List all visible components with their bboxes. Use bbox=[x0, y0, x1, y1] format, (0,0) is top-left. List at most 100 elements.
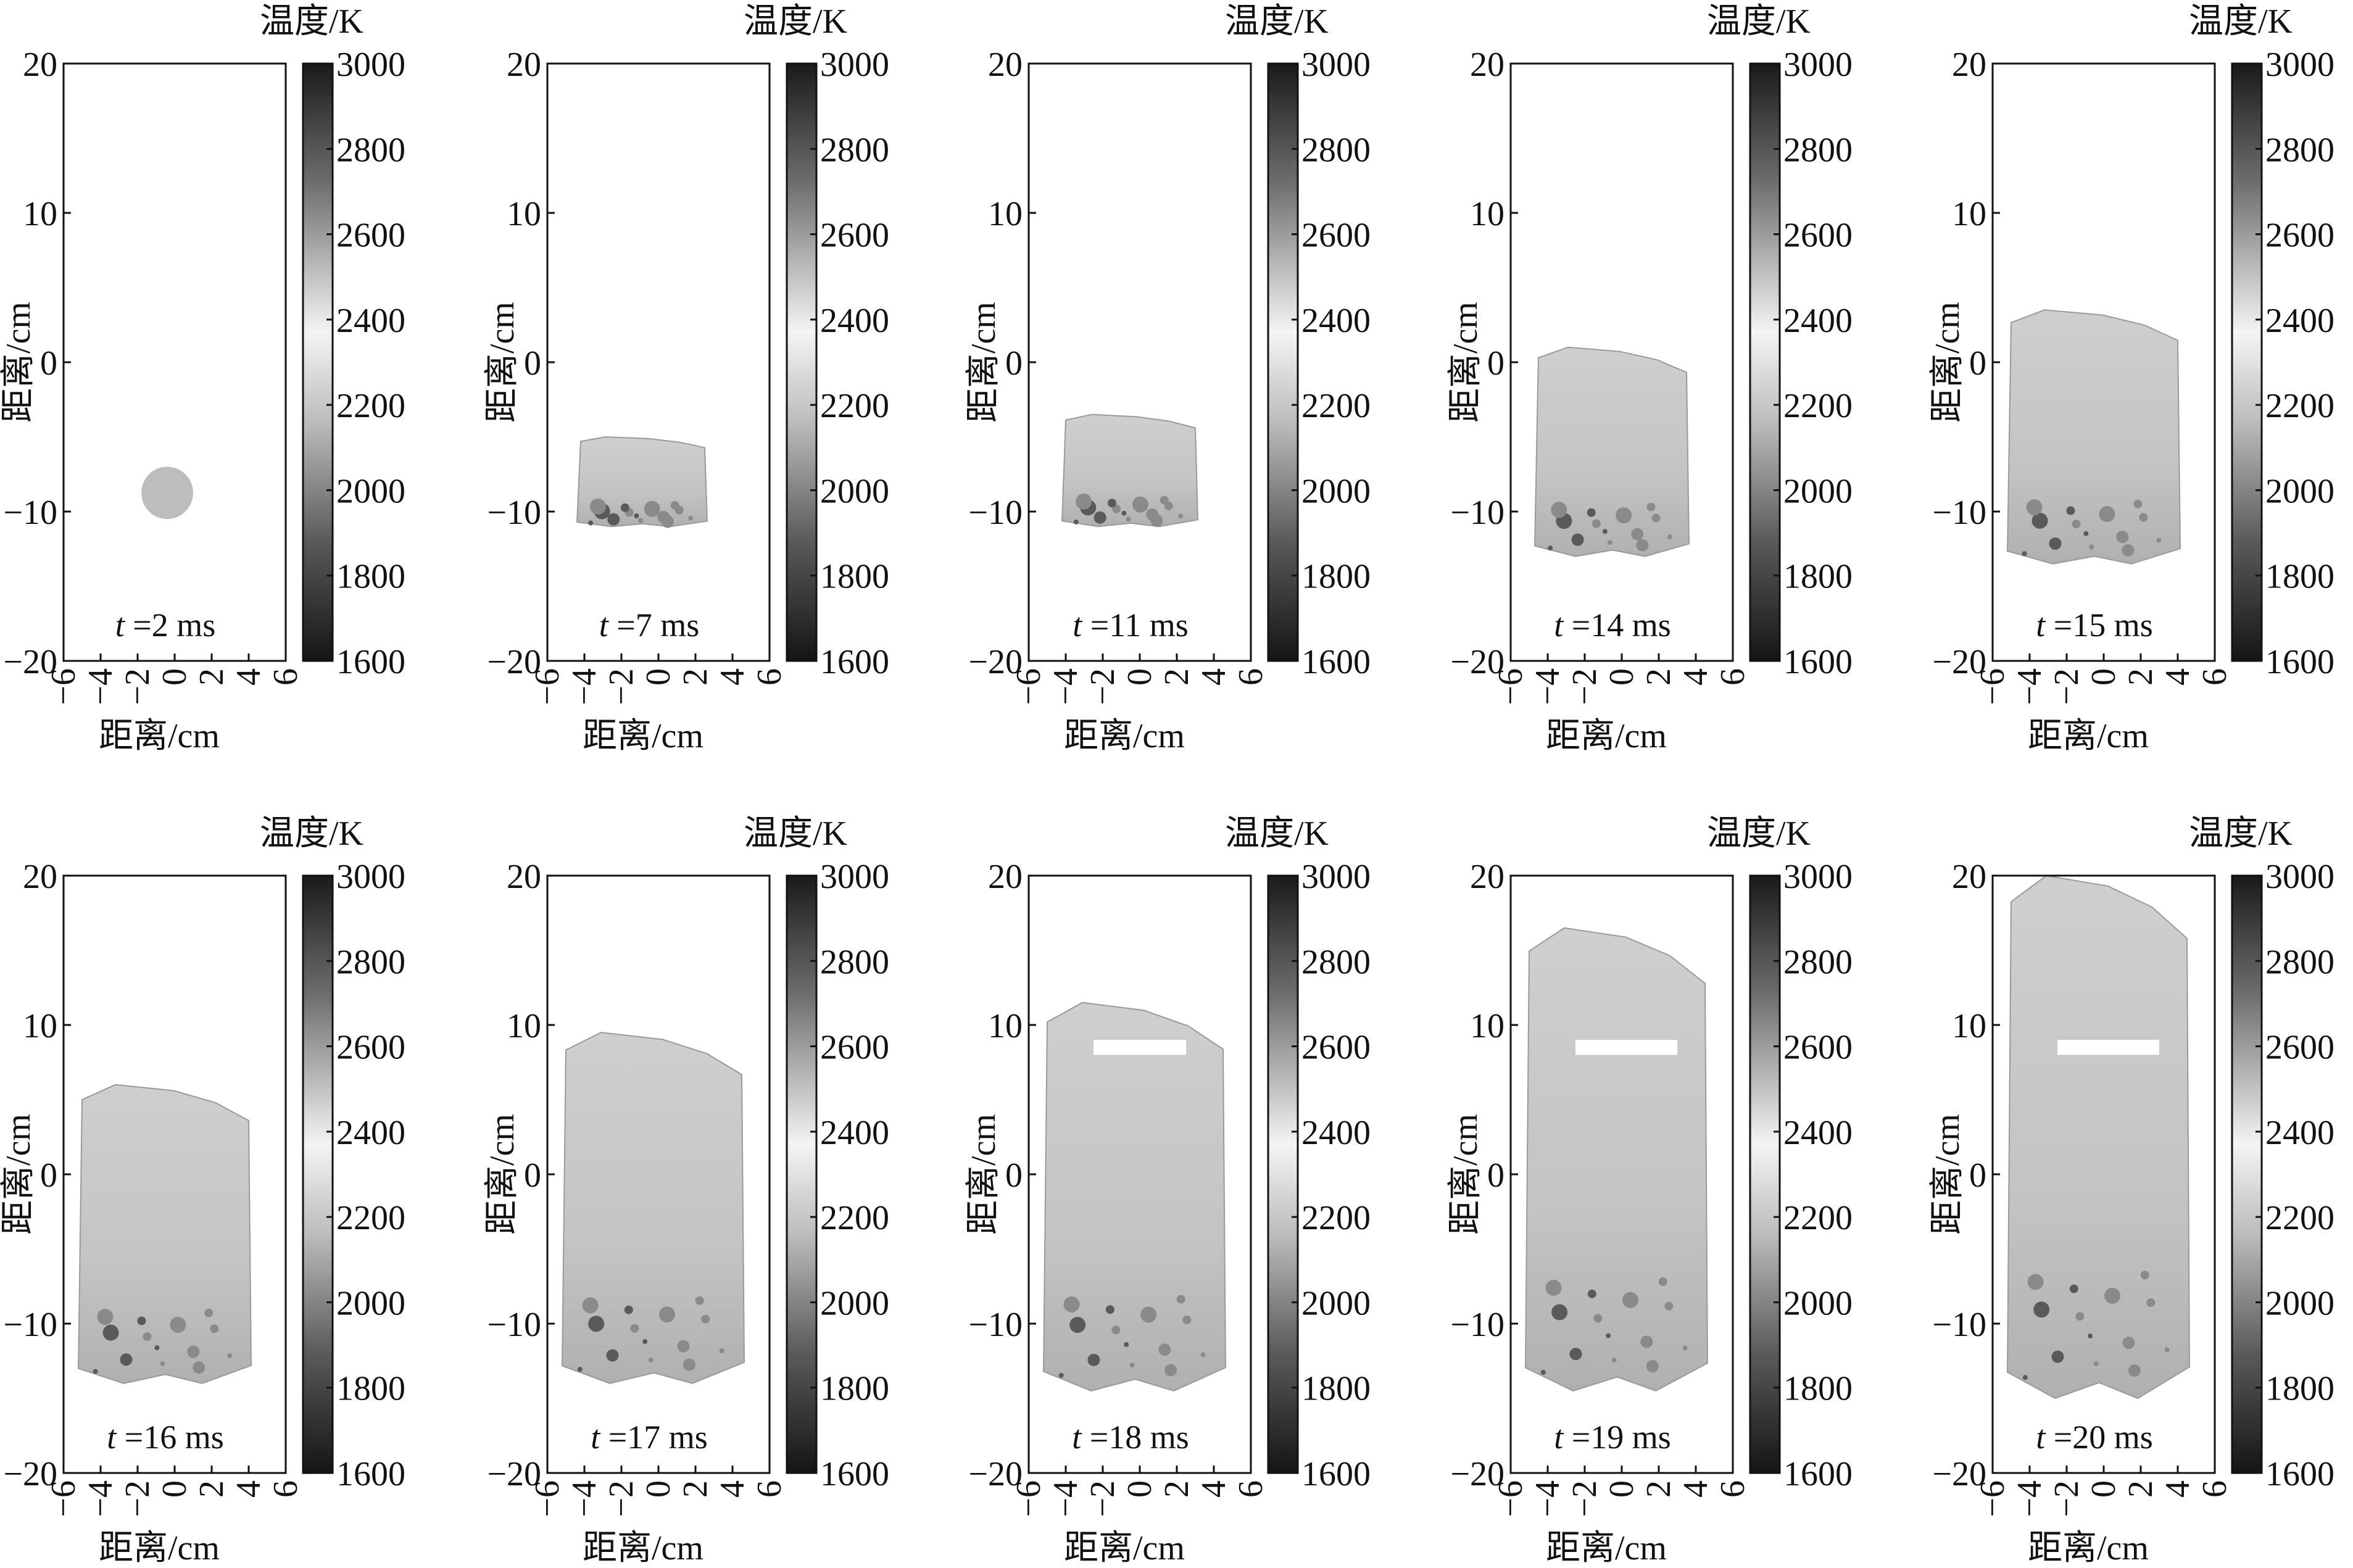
colorbar-tick-label: 2800 bbox=[1301, 943, 1371, 981]
hot-spot bbox=[657, 510, 670, 523]
colorbar-tick-label: 2000 bbox=[1301, 1284, 1371, 1322]
masked-region bbox=[1575, 1040, 1677, 1055]
hot-spot bbox=[1124, 1342, 1129, 1347]
hot-spot bbox=[1058, 1372, 1064, 1378]
x-tick-label: −2 bbox=[2048, 1480, 2086, 1517]
hot-spot bbox=[1160, 496, 1169, 505]
colorbar-tick-label: 1600 bbox=[1783, 1455, 1853, 1493]
colorbar-tick-label: 3000 bbox=[1301, 858, 1371, 896]
hot-spot bbox=[701, 1314, 710, 1324]
y-axis-title: 距离/cm bbox=[965, 1114, 1003, 1235]
x-tick-label: 2 bbox=[676, 668, 715, 686]
colorbar-title: 温度/K bbox=[1225, 2, 1329, 41]
hot-spot bbox=[1132, 496, 1148, 513]
hot-spot bbox=[1682, 1345, 1688, 1351]
time-label: t =7 ms bbox=[599, 607, 700, 644]
x-axis-title: 距离/cm bbox=[1546, 1529, 1667, 1567]
hot-spot bbox=[582, 1297, 599, 1314]
hot-spot bbox=[1571, 533, 1584, 546]
hot-spot bbox=[137, 1316, 146, 1325]
hot-spot bbox=[1200, 1352, 1206, 1358]
colorbar-tick-label: 2400 bbox=[820, 302, 889, 340]
x-tick-label: 6 bbox=[2196, 668, 2234, 686]
x-tick-label: 4 bbox=[1195, 1480, 1233, 1498]
x-tick-label: 0 bbox=[2085, 1480, 2123, 1498]
colorbar-tick-label: 2200 bbox=[336, 1199, 405, 1237]
x-tick-label: −6 bbox=[1973, 668, 2012, 705]
hot-spot bbox=[160, 1361, 165, 1366]
colorbar-tick-label: 1800 bbox=[1301, 558, 1371, 596]
x-tick-label: −4 bbox=[81, 668, 120, 705]
colorbar-tick-label: 3000 bbox=[1783, 46, 1853, 84]
hot-spot bbox=[2116, 531, 2129, 544]
hot-spot bbox=[683, 1358, 695, 1371]
hot-spot bbox=[1076, 493, 1092, 510]
y-tick-label: −20 bbox=[1450, 1455, 1504, 1493]
colorbar-tick-label: 2800 bbox=[1783, 943, 1853, 981]
colorbar-tick-label: 3000 bbox=[336, 858, 405, 896]
x-tick-label: 4 bbox=[230, 1480, 268, 1498]
x-tick-label: −2 bbox=[2048, 668, 2086, 705]
hot-spot bbox=[97, 1309, 114, 1325]
x-tick-label: 0 bbox=[639, 668, 678, 686]
x-tick-label: −6 bbox=[1492, 1480, 1530, 1517]
colorbar-title: 温度/K bbox=[1225, 815, 1329, 853]
hot-spot bbox=[620, 503, 629, 512]
y-tick-label: −10 bbox=[487, 494, 541, 532]
colorbar-tick-label: 1800 bbox=[820, 558, 889, 596]
colorbar-tick-label: 2200 bbox=[1301, 1199, 1371, 1237]
colorbar-tick-label: 2200 bbox=[1783, 387, 1853, 425]
colorbar-tick-label: 2000 bbox=[336, 472, 405, 510]
time-label: t =18 ms bbox=[1072, 1419, 1189, 1456]
hot-spot bbox=[719, 1348, 724, 1354]
colorbar-tick-label: 2800 bbox=[820, 943, 889, 981]
temperature-field bbox=[1042, 1002, 1227, 1392]
x-tick-label: 2 bbox=[1158, 668, 1196, 686]
hot-spot bbox=[2093, 1361, 2099, 1366]
hot-spot bbox=[2122, 1337, 2135, 1350]
colorbar-tick-label: 2600 bbox=[2265, 1029, 2334, 1067]
colorbar-tick-label: 2800 bbox=[2265, 131, 2334, 169]
colorbar-tick-label: 2200 bbox=[2265, 1199, 2334, 1237]
hot-spot bbox=[2066, 506, 2075, 515]
hot-spot bbox=[1176, 1295, 1185, 1304]
x-tick-label: 4 bbox=[1195, 668, 1233, 686]
x-tick-label: 2 bbox=[1640, 668, 1678, 686]
y-tick-label: 0 bbox=[1005, 344, 1023, 383]
time-label: t =14 ms bbox=[1554, 607, 1671, 644]
hot-spot bbox=[2033, 1301, 2050, 1318]
y-tick-label: −20 bbox=[968, 1455, 1023, 1493]
colorbar-tick-label: 2800 bbox=[336, 131, 405, 169]
hot-spot bbox=[1112, 504, 1121, 513]
y-tick-label: 10 bbox=[507, 195, 541, 233]
y-axis-title: 距离/cm bbox=[1446, 1114, 1485, 1235]
hot-spot bbox=[193, 1361, 205, 1374]
axes-frame bbox=[1027, 62, 1252, 662]
hot-spot bbox=[577, 1367, 583, 1372]
colorbar-tick-label: 2000 bbox=[1783, 472, 1853, 510]
colorbar-tick-label: 2600 bbox=[336, 1029, 405, 1067]
colorbar-title: 温度/K bbox=[744, 815, 847, 853]
hot-spot bbox=[1640, 1335, 1653, 1348]
colorbar-tick-label: 3000 bbox=[820, 46, 889, 84]
x-tick-label: 6 bbox=[1232, 668, 1270, 686]
colorbar-tick-label: 2800 bbox=[1783, 131, 1853, 169]
colorbar-title: 温度/K bbox=[260, 2, 363, 41]
hot-spot bbox=[2164, 1347, 2170, 1353]
hot-spot bbox=[1121, 510, 1127, 516]
colorbar-tick-label: 2000 bbox=[2265, 472, 2334, 510]
x-axis-title: 距离/cm bbox=[99, 717, 220, 755]
hot-spot bbox=[1146, 508, 1159, 521]
x-tick-label: −2 bbox=[602, 1480, 641, 1517]
hot-spot bbox=[659, 1306, 676, 1323]
x-tick-label: 2 bbox=[1640, 1480, 1678, 1498]
x-tick-label: 4 bbox=[2159, 668, 2197, 686]
hot-spot bbox=[1164, 501, 1173, 510]
hot-spot bbox=[2128, 1364, 2141, 1377]
colorbar-tick-label: 1600 bbox=[1301, 1455, 1371, 1493]
colorbar-tick-label: 2600 bbox=[820, 217, 889, 255]
